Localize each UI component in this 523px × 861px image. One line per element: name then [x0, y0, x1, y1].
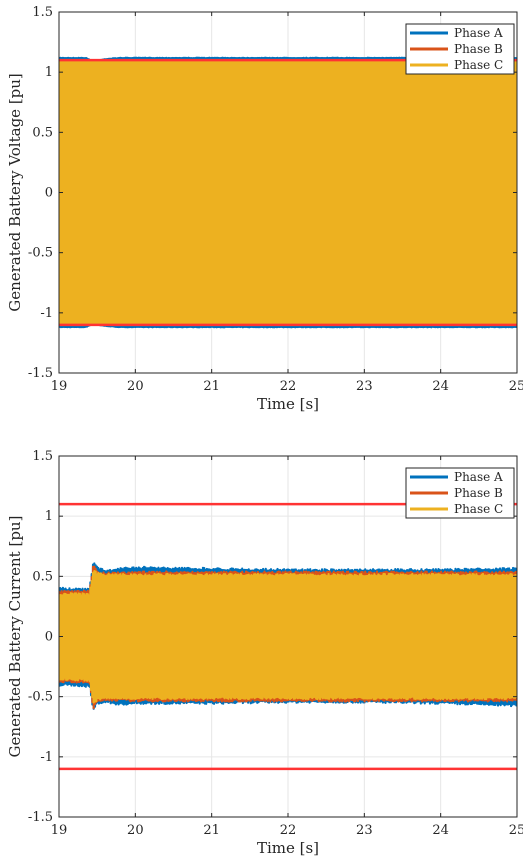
x-tick-label: 23: [356, 379, 373, 394]
y-tick-label: -1.5: [28, 810, 53, 825]
x-tick-label: 21: [203, 823, 220, 838]
x-tick-label: 22: [280, 379, 297, 394]
y-tick-label: -0.5: [28, 246, 53, 261]
legend-label: Phase B: [454, 486, 503, 500]
y-tick-label: 0: [45, 630, 53, 645]
y-tick-label: 1: [45, 509, 53, 524]
legend-label: Phase A: [454, 26, 503, 40]
legend-label: Phase B: [454, 42, 503, 56]
x-tick-label: 21: [203, 379, 220, 394]
x-axis-label: Time [s]: [257, 839, 319, 857]
x-tick-label: 24: [432, 379, 449, 394]
y-tick-label: 0: [45, 186, 53, 201]
y-tick-label: -1.5: [28, 366, 53, 381]
y-tick-label: 1.5: [32, 449, 53, 464]
y-tick-label: 1: [45, 65, 53, 80]
y-tick-label: -0.5: [28, 690, 53, 705]
y-axis-label: Generated Battery Voltage [pu]: [6, 73, 24, 312]
y-tick-label: 0.5: [32, 569, 53, 584]
x-tick-label: 25: [509, 379, 523, 394]
x-tick-label: 20: [127, 379, 144, 394]
plot-series: [59, 56, 517, 329]
legend: Phase A Phase B Phase C: [405, 23, 515, 75]
x-tick-label: 22: [280, 823, 297, 838]
legend: Phase A Phase B Phase C: [405, 467, 515, 519]
legend-label: Phase C: [454, 502, 503, 516]
y-tick-label: -1: [40, 750, 53, 765]
series-line-phase-c: [59, 60, 517, 325]
series-line-phase-c: [59, 570, 517, 704]
y-tick-label: 0.5: [32, 125, 53, 140]
chart-1: 19 20 21 22 23 24 25 -1.5 -1 -0.5 0 0.5 1 1.5 Time [s]…: [6, 5, 523, 413]
x-tick-label: 24: [432, 823, 449, 838]
y-axis-label: Generated Battery Current [pu]: [6, 516, 24, 758]
y-tick-label: -1: [40, 306, 53, 321]
x-tick-label: 19: [51, 823, 68, 838]
x-tick-label: 20: [127, 823, 144, 838]
legend-label: Phase A: [454, 470, 503, 484]
x-axis-label: Time [s]: [257, 395, 319, 413]
chart-2: 19 20 21 22 23 24 25 -1.5 -1 -0.5 0 0.5 1 1.5 Time [s]…: [6, 449, 523, 857]
legend-label: Phase C: [454, 58, 503, 72]
x-tick-label: 23: [356, 823, 373, 838]
y-tick-label: 1.5: [32, 5, 53, 20]
x-tick-label: 25: [509, 823, 523, 838]
x-tick-label: 19: [51, 379, 68, 394]
